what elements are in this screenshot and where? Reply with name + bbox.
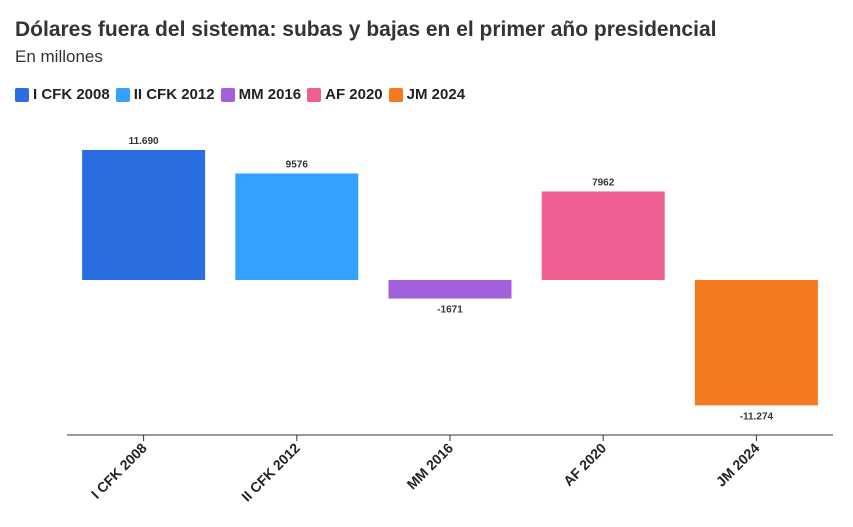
- legend-swatch: [220, 87, 235, 102]
- legend: I CFK 2008 II CFK 2012 MM 2016 AF 2020 J…: [15, 86, 471, 103]
- chart-subtitle: En millones: [15, 47, 103, 66]
- legend-label: I CFK 2008: [33, 86, 110, 103]
- legend-label: II CFK 2012: [133, 86, 215, 103]
- legend-item: I CFK 2008: [15, 86, 110, 103]
- legend-item: II CFK 2012: [115, 86, 215, 103]
- x-tick-label: I CFK 2008: [88, 440, 150, 502]
- data-label: -11.274: [740, 411, 774, 422]
- x-tick-label: AF 2020: [560, 440, 609, 489]
- bar: [235, 173, 359, 280]
- data-label: 7962: [592, 177, 615, 188]
- data-label: -1671: [437, 305, 463, 316]
- legend-label: AF 2020: [325, 86, 383, 103]
- legend-swatch: [115, 87, 130, 102]
- data-label: 11.690: [129, 136, 159, 147]
- legend-label: MM 2016: [238, 86, 302, 103]
- legend-item: JM 2024: [388, 86, 466, 103]
- chart-title: Dólares fuera del sistema: subas y bajas…: [15, 18, 717, 41]
- data-label: 9576: [286, 160, 309, 171]
- legend-item: AF 2020: [307, 86, 383, 103]
- legend-swatch: [388, 87, 403, 102]
- bar: [541, 191, 665, 280]
- x-tick-label: II CFK 2012: [238, 440, 303, 505]
- x-tick-label: MM 2016: [404, 440, 457, 493]
- legend-label: JM 2024: [406, 86, 466, 103]
- legend-item: MM 2016: [220, 86, 302, 103]
- bar: [694, 280, 818, 406]
- legend-swatch: [15, 87, 29, 102]
- bar: [82, 150, 206, 280]
- bar: [388, 280, 512, 299]
- x-tick-label: JM 2024: [713, 440, 763, 490]
- legend-swatch: [307, 87, 322, 102]
